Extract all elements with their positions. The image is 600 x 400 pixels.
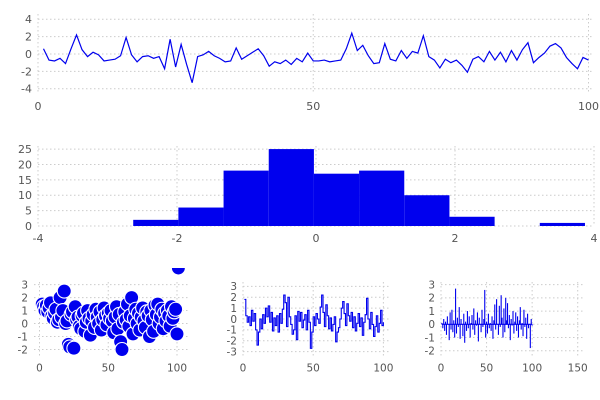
svg-text:1: 1	[428, 306, 435, 318]
svg-text:-3: -3	[227, 346, 237, 358]
panel-scatter: 0 50 100 -2 -1 0 1 2 3	[0, 268, 205, 400]
svg-text:4: 4	[591, 232, 598, 245]
panel-stem-timeseries: 0 50 100 150 -2 -1 0 1 2 3	[405, 268, 600, 400]
svg-text:25: 25	[18, 143, 32, 156]
svg-text:0: 0	[25, 220, 32, 233]
svg-text:0: 0	[428, 319, 435, 331]
svg-text:-4: -4	[21, 83, 32, 96]
svg-text:-2: -2	[18, 344, 28, 356]
svg-text:2: 2	[428, 293, 435, 305]
svg-text:15: 15	[18, 174, 32, 187]
svg-text:0: 0	[21, 318, 28, 330]
svg-text:50: 50	[306, 100, 320, 113]
svg-text:3: 3	[230, 281, 237, 293]
svg-text:1: 1	[21, 305, 28, 317]
svg-text:100: 100	[373, 363, 393, 375]
svg-text:0: 0	[25, 48, 32, 61]
svg-text:0: 0	[35, 100, 42, 113]
svg-text:2: 2	[25, 31, 32, 44]
svg-text:5: 5	[25, 205, 32, 218]
svg-text:2: 2	[230, 292, 237, 304]
svg-text:1: 1	[230, 303, 237, 315]
svg-text:-2: -2	[21, 65, 32, 78]
svg-text:0: 0	[36, 363, 43, 375]
svg-text:-2: -2	[172, 232, 183, 245]
svg-text:0: 0	[230, 314, 237, 326]
svg-text:100: 100	[522, 363, 542, 375]
svg-text:0: 0	[240, 363, 247, 375]
svg-text:4: 4	[25, 13, 32, 26]
svg-text:-2: -2	[227, 336, 237, 348]
top-timeseries-chart: 0 50 100 -4 -2 0 2 4	[21, 13, 599, 113]
svg-text:10: 10	[18, 189, 32, 202]
svg-text:100: 100	[578, 100, 599, 113]
svg-text:150: 150	[568, 363, 588, 375]
histogram-chart: -4 -2 0 2 4 0 5 10 15 20 25	[18, 143, 598, 245]
svg-text:0: 0	[438, 363, 445, 375]
panel-histogram: -4 -2 0 2 4 0 5 10 15 20 25	[0, 128, 600, 256]
svg-text:50: 50	[102, 363, 115, 375]
svg-text:20: 20	[18, 158, 32, 171]
svg-text:50: 50	[307, 363, 320, 375]
svg-text:-1: -1	[227, 325, 237, 337]
svg-text:0: 0	[313, 232, 320, 245]
svg-text:-2: -2	[425, 345, 435, 357]
svg-text:50: 50	[480, 363, 493, 375]
svg-text:3: 3	[428, 279, 435, 291]
svg-text:2: 2	[452, 232, 459, 245]
svg-text:-4: -4	[33, 232, 44, 245]
svg-text:2: 2	[21, 292, 28, 304]
panel-step-timeseries: 0 50 100 -3 -2 -1 0 1 2 3	[205, 268, 405, 400]
svg-text:-1: -1	[425, 332, 435, 344]
svg-text:100: 100	[167, 363, 187, 375]
svg-text:3: 3	[21, 279, 28, 291]
panel-top-timeseries: 0 50 100 -4 -2 0 2 4	[0, 0, 600, 118]
svg-text:-1: -1	[18, 331, 28, 343]
